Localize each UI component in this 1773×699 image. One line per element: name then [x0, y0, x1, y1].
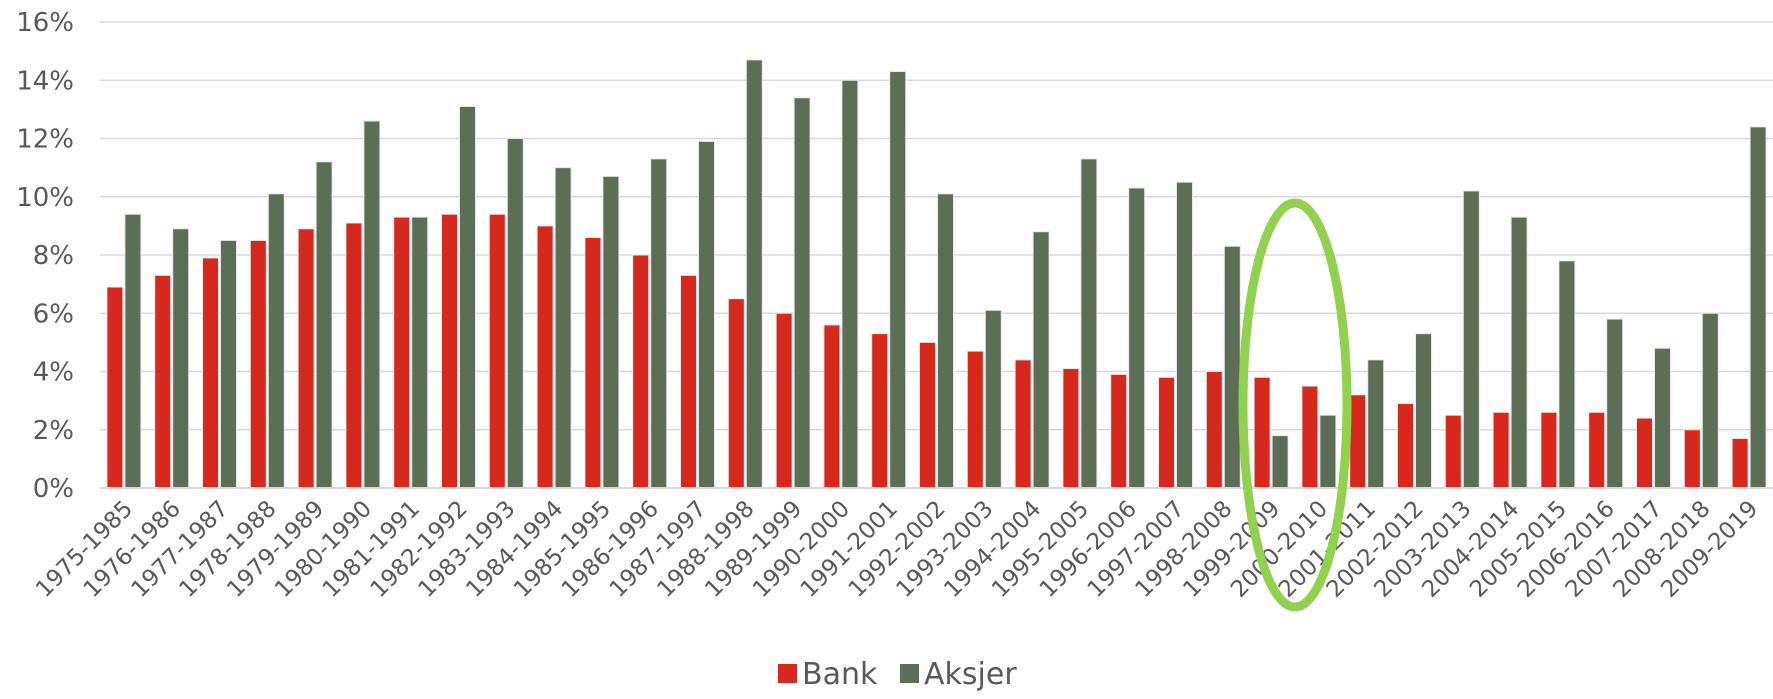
bar-aksjer-2006-2016 [1606, 318, 1624, 489]
y-tick-label: 2% [33, 416, 74, 446]
bar-bank-1992-2002 [919, 341, 936, 489]
bar-bank-1977-1987 [202, 257, 219, 489]
bar-aksjer-1979-1989 [315, 161, 333, 489]
bar-aksjer-2002-2012 [1415, 333, 1432, 489]
bar-aksjer-1978-1988 [267, 193, 285, 489]
bar-bank-1987-1997 [680, 274, 697, 489]
bar-aksjer-1975-1985 [124, 213, 142, 489]
bar-aksjer-1989-1999 [793, 97, 811, 489]
y-tick-label: 14% [16, 66, 74, 96]
bar-bank-1980-1990 [345, 222, 363, 489]
bar-aksjer-2005-2015 [1558, 260, 1576, 489]
bar-bank-2006-2016 [1588, 411, 1606, 489]
bar-aksjer-1982-1992 [459, 105, 476, 489]
bar-bank-1982-1992 [441, 213, 458, 489]
bar-bank-1996-2006 [1110, 373, 1128, 489]
legend-swatch-aksjer [900, 664, 919, 683]
bar-bank-1993-2003 [966, 350, 984, 489]
bar-aksjer-2003-2013 [1462, 190, 1480, 489]
legend: Bank Aksjer [778, 657, 1017, 692]
y-tick-label: 16% [16, 8, 74, 38]
bar-bank-1979-1989 [297, 228, 315, 489]
bar-bank-1998-2008 [1205, 371, 1223, 489]
bar-bank-1981-1991 [393, 216, 411, 489]
bar-aksjer-1986-1996 [650, 158, 668, 489]
bar-bank-2001-2011 [1349, 394, 1367, 489]
bar-aksjer-1990-2000 [841, 79, 859, 489]
bar-bank-1988-1998 [727, 298, 745, 489]
bar-bank-1994-2004 [1014, 359, 1032, 489]
bar-aksjer-1994-2004 [1032, 231, 1050, 489]
bar-aksjer-1983-1993 [506, 138, 524, 489]
bar-aksjer-1993-2003 [984, 309, 1002, 489]
bar-aksjer-1988-1998 [745, 59, 763, 489]
bar-bank-1989-1999 [775, 312, 793, 489]
bar-aksjer-1995-2005 [1080, 158, 1098, 489]
bar-bank-2005-2015 [1540, 411, 1558, 489]
bar-bank-2000-2010 [1301, 385, 1319, 489]
bar-aksjer-2004-2014 [1510, 216, 1528, 489]
bars [106, 59, 1767, 489]
legend-label-bank: Bank [802, 657, 878, 692]
highlight-ellipse [1238, 198, 1352, 612]
y-tick-label: 4% [33, 358, 74, 388]
bar-aksjer-1976-1986 [172, 228, 190, 489]
bar-bank-1985-1995 [584, 237, 602, 489]
y-tick-label: 0% [33, 474, 74, 504]
bar-bank-1997-2007 [1158, 376, 1175, 489]
bar-bank-1975-1985 [106, 286, 124, 489]
bar-bank-2004-2014 [1492, 411, 1510, 489]
y-tick-label: 6% [33, 299, 74, 329]
y-tick-label: 8% [33, 241, 74, 271]
bar-bank-1990-2000 [823, 324, 841, 489]
bar-bank-2007-2017 [1636, 417, 1653, 489]
y-tick-label: 10% [16, 183, 74, 213]
bar-aksjer-1998-2008 [1223, 245, 1241, 489]
bar-bank-1978-1988 [249, 239, 267, 489]
bar-aksjer-1996-2006 [1128, 187, 1146, 489]
y-axis-labels: 0% 2% 4% 6% 8% 10% 12% 14% 16% [16, 8, 74, 504]
bar-aksjer-1977-1987 [220, 239, 237, 489]
bar-aksjer-1997-2007 [1176, 181, 1193, 489]
bar-bank-1991-2001 [871, 333, 889, 489]
legend-label-aksjer: Aksjer [924, 657, 1017, 692]
bar-bank-1999-2009 [1253, 376, 1271, 489]
bar-bank-1995-2005 [1062, 368, 1080, 489]
legend-swatch-bank [778, 664, 797, 683]
bar-aksjer-1991-2001 [889, 71, 907, 489]
y-tick-label: 12% [16, 125, 74, 155]
bar-bank-1983-1993 [488, 213, 506, 489]
bar-aksjer-1981-1991 [411, 216, 429, 489]
bar-aksjer-2001-2011 [1367, 359, 1385, 489]
bar-aksjer-2000-2010 [1319, 414, 1337, 489]
bar-aksjer-2008-2018 [1701, 312, 1719, 489]
bar-aksjer-1999-2009 [1271, 435, 1289, 489]
bar-aksjer-2009-2019 [1749, 126, 1767, 489]
bar-bank-2002-2012 [1397, 403, 1414, 489]
bar-bank-2009-2019 [1731, 437, 1749, 489]
bar-bank-1976-1986 [154, 274, 172, 489]
bar-aksjer-1985-1995 [602, 175, 620, 489]
bar-aksjer-1992-2002 [937, 193, 954, 489]
bar-bank-1986-1996 [632, 254, 650, 489]
bar-bank-2008-2018 [1683, 429, 1701, 489]
bar-aksjer-1980-1990 [363, 120, 381, 489]
bar-aksjer-2007-2017 [1654, 347, 1671, 489]
bar-aksjer-1984-1994 [554, 167, 572, 489]
bar-aksjer-1987-1997 [698, 140, 715, 489]
bar-bank-1984-1994 [536, 225, 554, 489]
x-axis-labels: 1975-19851976-19861977-19871978-19881979… [31, 496, 1763, 603]
bar-bank-2003-2013 [1444, 414, 1462, 489]
